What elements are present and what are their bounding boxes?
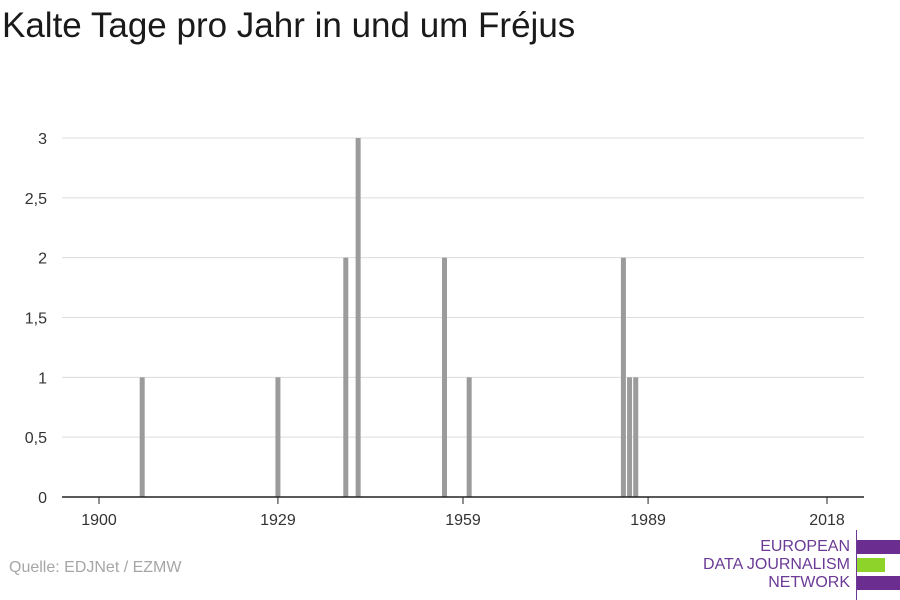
bar bbox=[139, 377, 145, 497]
logo-bar-middle bbox=[857, 558, 885, 572]
y-tick-label: 2 bbox=[38, 251, 47, 268]
x-tick-label: 1959 bbox=[445, 512, 481, 529]
y-tick-label: 3 bbox=[38, 131, 47, 148]
y-tick-label: 0 bbox=[38, 490, 47, 507]
logo-divider bbox=[856, 530, 857, 600]
chart-title: Kalte Tage pro Jahr in und um Fréjus bbox=[2, 6, 576, 45]
x-tick-label: 2018 bbox=[809, 512, 845, 529]
bar-chart: 0 0,5 1 1,5 2 2,5 3 1900 1929 1959 1989 2018 bbox=[25, 131, 864, 529]
bar bbox=[627, 377, 633, 497]
logo-text-line-2: DATA JOURNALISM bbox=[703, 556, 850, 573]
logo-text-line-3: NETWORK bbox=[768, 574, 850, 591]
x-tick-label: 1929 bbox=[260, 512, 296, 529]
x-tick-label: 1989 bbox=[630, 512, 666, 529]
y-tick-label: 1,5 bbox=[25, 311, 47, 328]
bar bbox=[343, 257, 349, 497]
logo-bar-bottom bbox=[857, 576, 900, 590]
bar bbox=[275, 377, 281, 497]
x-tick-label: 1900 bbox=[81, 512, 117, 529]
bar bbox=[466, 377, 472, 497]
source-note: Quelle: EDJNet / EZMW bbox=[9, 559, 182, 576]
bar bbox=[620, 257, 626, 497]
bar bbox=[355, 138, 361, 497]
y-tick-label: 1 bbox=[38, 370, 47, 387]
logo-text-line-1: EUROPEAN bbox=[760, 538, 850, 555]
y-tick-label: 2,5 bbox=[25, 191, 47, 208]
bar bbox=[441, 257, 447, 497]
y-tick-label: 0,5 bbox=[25, 430, 47, 447]
bar bbox=[633, 377, 639, 497]
logo-bar-top bbox=[857, 540, 900, 554]
